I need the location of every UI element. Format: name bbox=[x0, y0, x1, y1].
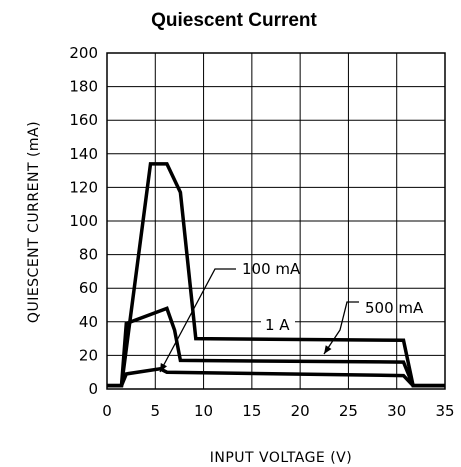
y-tick-label: 200 bbox=[69, 44, 98, 62]
x-tick-label: 0 bbox=[102, 402, 112, 420]
annotation-bg-1-a bbox=[261, 315, 295, 333]
annotation-arrowhead-100-ma bbox=[160, 363, 167, 372]
y-tick-label: 80 bbox=[79, 246, 98, 264]
y-tick-label: 140 bbox=[69, 145, 98, 163]
x-tick-label: 5 bbox=[151, 402, 161, 420]
annotation-label-500-ma: 500 mA bbox=[365, 299, 424, 317]
x-tick-label: 35 bbox=[435, 402, 454, 420]
y-tick-label: 100 bbox=[69, 212, 98, 230]
annotation-label-1-a: 1 A bbox=[265, 316, 290, 334]
y-tick-label: 160 bbox=[69, 111, 98, 129]
series-lines bbox=[107, 162, 445, 388]
y-tick-label: 60 bbox=[79, 279, 98, 297]
y-tick-label: 180 bbox=[69, 78, 98, 96]
tick-labels: 0 5 10 15 20 25 30 35 0 20 40 60 80 100 120 140 160 180 20… bbox=[69, 44, 454, 420]
grid bbox=[106, 52, 446, 390]
y-tick-label: 20 bbox=[79, 346, 98, 364]
y-tick-label: 0 bbox=[88, 380, 98, 398]
annotation-arrowhead-500-ma bbox=[324, 345, 332, 354]
x-tick-label: 20 bbox=[291, 402, 310, 420]
x-tick-label: 30 bbox=[387, 402, 406, 420]
series-line-100-ma bbox=[107, 366, 445, 388]
annotation-leader-100-ma bbox=[159, 268, 236, 373]
x-tick-label: 10 bbox=[194, 402, 213, 420]
x-tick-label: 15 bbox=[242, 402, 261, 420]
series-line-1-a bbox=[107, 162, 445, 388]
chart-title: Quiescent Current bbox=[151, 10, 317, 31]
x-axis-label: INPUT VOLTAGE (V) bbox=[210, 450, 352, 466]
annotation-label-100-ma: 100 mA bbox=[242, 260, 301, 278]
series-line-500-ma bbox=[107, 306, 445, 388]
x-tick-label: 25 bbox=[339, 402, 358, 420]
annotations: 100 mA 500 mA 1 A bbox=[159, 260, 424, 373]
y-axis-label: QUIESCENT CURRENT (mA) bbox=[26, 121, 42, 323]
y-tick-label: 40 bbox=[79, 313, 98, 331]
y-tick-label: 120 bbox=[69, 178, 98, 196]
annotation-leader-500-ma bbox=[323, 301, 359, 355]
